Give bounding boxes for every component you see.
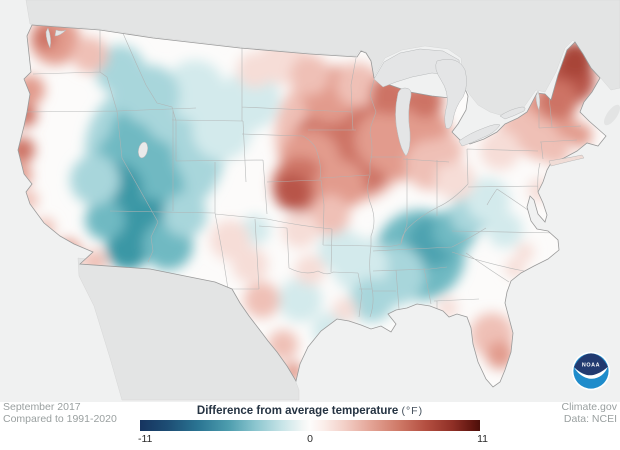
period-label: September 2017 xyxy=(3,401,81,413)
lake-ontario xyxy=(499,106,526,120)
colorbar-units: (°F) xyxy=(401,405,424,417)
colorbar-gradient xyxy=(140,420,480,431)
puget-sound xyxy=(45,27,67,49)
nova-scotia-landmass xyxy=(603,104,620,126)
noaa-logo-sky xyxy=(574,353,608,376)
lake-huron xyxy=(435,59,467,129)
lake-michigan xyxy=(395,87,412,157)
baseline-label: Compared to 1991-2020 xyxy=(3,413,117,425)
colorbar-title: Difference from average temperature (°F) xyxy=(125,405,495,417)
lake-champlain xyxy=(535,90,541,111)
data-credit-label: Data: NCEI xyxy=(563,413,617,425)
noaa-logo-text: NOAA xyxy=(582,363,600,369)
state-boundaries xyxy=(23,30,582,318)
great-lakes xyxy=(45,27,541,159)
period-block: September 2017 Compared to 1991-2020 xyxy=(3,401,117,425)
great-salt-lake xyxy=(138,141,148,159)
long-island xyxy=(548,154,585,167)
noaa-logo-gull-icon xyxy=(574,366,608,379)
colorbar-tick-max: 11 xyxy=(477,433,488,445)
colorbar-title-text: Difference from average temperature xyxy=(196,405,399,417)
credit-block: Climate.gov Data: NCEI xyxy=(562,401,617,425)
source-label: Climate.gov xyxy=(561,401,617,413)
colorbar-tick-mid: 0 xyxy=(307,433,313,445)
lake-erie xyxy=(458,124,501,147)
noaa-logo: NOAA xyxy=(571,351,611,391)
colorbar-tick-min: -11 xyxy=(138,433,153,445)
us-temperature-anomaly-map: NOAA xyxy=(0,0,620,402)
